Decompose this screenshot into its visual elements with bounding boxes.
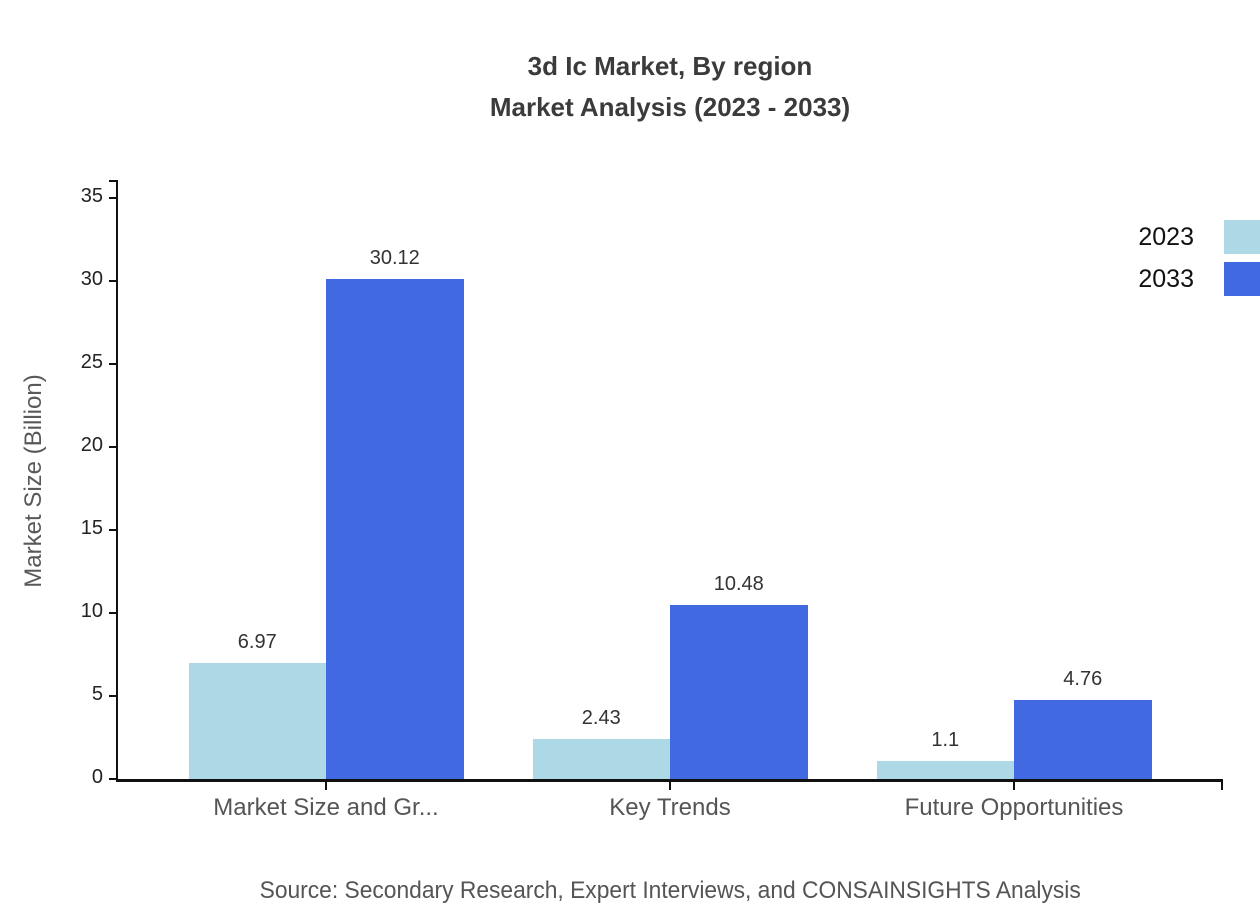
- bar-2023-1: [532, 738, 670, 779]
- category-label-2: Future Opportunities: [904, 794, 1124, 821]
- y-tick-label: 30: [80, 268, 103, 290]
- y-tick-label: 5: [91, 683, 103, 705]
- y-tick: [109, 197, 118, 199]
- y-axis-line: [116, 181, 118, 782]
- y-tick-label: 25: [80, 351, 103, 373]
- category-label-1: Key Trends: [609, 794, 731, 821]
- value-label-2023-2: 1.1: [931, 728, 960, 751]
- y-tick: [109, 529, 118, 531]
- x-tick: [1013, 779, 1015, 790]
- y-tick-label: 0: [91, 766, 103, 788]
- bar-2023-0: [188, 663, 326, 779]
- value-label-2023-1: 2.43: [581, 706, 621, 729]
- x-tick: [325, 779, 327, 790]
- y-tick: [109, 280, 118, 282]
- legend-swatch-2023: [1224, 220, 1260, 254]
- value-label-2033-1: 10.48: [713, 573, 764, 596]
- legend-label-2033: 2033: [1138, 264, 1194, 293]
- category-label-0: Market Size and Gr...: [213, 794, 439, 821]
- value-label-2023-0: 6.97: [237, 631, 277, 654]
- y-tick-label: 15: [80, 517, 103, 539]
- bar-2033-1: [670, 605, 808, 779]
- chart-title: 3d Ic Market, By region Market Analysis …: [118, 46, 1222, 128]
- y-axis-endcap-tick: [109, 180, 118, 182]
- value-label-2033-0: 30.12: [369, 247, 420, 269]
- value-label-2033-2: 4.76: [1063, 667, 1103, 690]
- y-tick-label: 20: [80, 434, 103, 456]
- y-tick-label: 35: [80, 185, 103, 207]
- bar-2033-0: [326, 279, 464, 779]
- y-tick: [109, 695, 118, 697]
- legend-swatch-2033: [1224, 262, 1260, 296]
- chart-title-line2: Market Analysis (2023 - 2033): [489, 92, 851, 122]
- legend-item-2023: 2023: [1128, 220, 1260, 254]
- y-tick: [109, 363, 118, 365]
- y-tick: [109, 778, 118, 780]
- legend-label-2023: 2023: [1138, 222, 1194, 251]
- bar-2033-2: [1014, 699, 1152, 779]
- y-tick: [109, 612, 118, 614]
- x-tick: [669, 779, 671, 790]
- y-tick-label: 10: [80, 600, 103, 622]
- bar-2023-2: [876, 760, 1014, 779]
- source-note-text: Source: Secondary Research, Expert Inter…: [259, 877, 1081, 904]
- y-tick: [109, 446, 118, 448]
- y-axis-title: Market Size (Billion): [20, 374, 47, 588]
- source-note: Source: Secondary Research, Expert Inter…: [118, 877, 1222, 905]
- x-tick: [1221, 779, 1223, 790]
- legend-item-2033: 2033: [1128, 262, 1260, 296]
- chart-title-line1: 3d Ic Market, By region: [527, 51, 813, 81]
